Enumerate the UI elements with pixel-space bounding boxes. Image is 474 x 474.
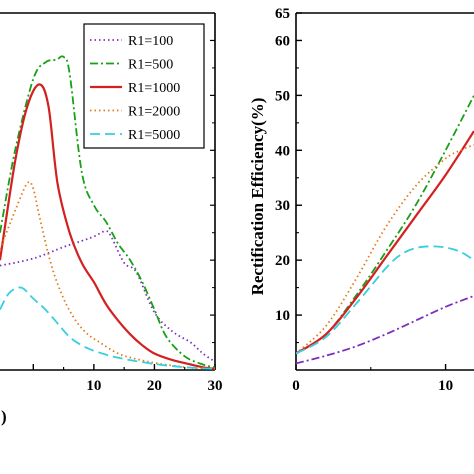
legend-label-1: R1=100 <box>128 34 173 49</box>
right-y-tick-label: 60 <box>275 33 290 49</box>
right-series-line-1 <box>296 295 474 365</box>
left-series-line-4 <box>0 180 215 370</box>
right-series-line-2 <box>296 94 474 355</box>
right-y-tick-label: 10 <box>275 308 290 324</box>
legend-label-2: R1=500 <box>128 58 173 73</box>
right-y-axis-title: Rectification Efficiency(%) <box>248 98 267 296</box>
right-series-line-4 <box>296 143 474 355</box>
right-x-tick-label: 0 <box>292 378 300 394</box>
left-series-line-2 <box>0 55 215 369</box>
right-y-tick-label: 40 <box>275 143 290 159</box>
left-series-line-1 <box>0 230 215 363</box>
right-y-tick-label: 30 <box>275 198 290 214</box>
left-series-line-3 <box>0 83 215 370</box>
right-y-tick-label: 50 <box>275 88 290 104</box>
left-line-chart: 10 20 30) R1=100 R1=500 R1=1000 R1=2000 R1=5000 <box>0 12 223 426</box>
right-x-tick-label: 10 <box>438 378 453 394</box>
left-x-tick-label: 20 <box>147 378 162 394</box>
right-series-line-5 <box>296 245 474 355</box>
left-series-line-5 <box>0 286 215 370</box>
right-series-line-3 <box>296 130 474 355</box>
legend-label-3: R1=1000 <box>128 81 180 96</box>
right-y-tick-label: 20 <box>275 253 290 269</box>
left-x-tick-label: 30 <box>208 378 223 394</box>
left-x-axis-title-fragment: ) <box>1 407 7 426</box>
right-line-chart: 10 20 30 40 50 60 65 0 10 Rectification Efficienc… <box>248 6 474 394</box>
legend-label-4: R1=2000 <box>128 105 180 120</box>
left-x-tick-label: 10 <box>86 378 101 394</box>
legend-label-5: R1=5000 <box>128 128 180 143</box>
right-y-tick-label: 65 <box>275 6 290 22</box>
